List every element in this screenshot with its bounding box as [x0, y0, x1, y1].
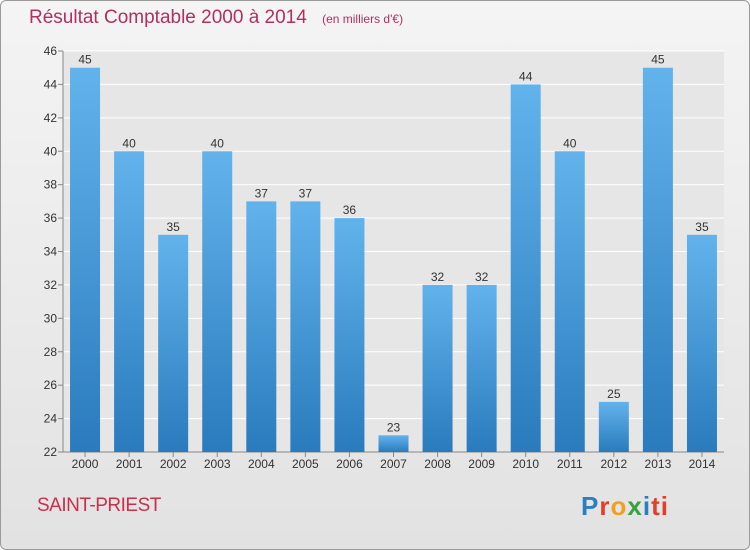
x-tick-label: 2007	[380, 457, 407, 471]
y-tick-label: 28	[44, 345, 58, 359]
data-label: 40	[122, 136, 136, 150]
data-label: 23	[387, 420, 401, 434]
y-tick-label: 42	[44, 111, 58, 125]
logo-letter: o	[610, 491, 628, 521]
x-tick-label: 2012	[600, 457, 627, 471]
x-tick-label: 2014	[689, 457, 716, 471]
place-name: SAINT-PRIEST	[37, 495, 161, 516]
bar	[114, 151, 145, 452]
y-tick-label: 46	[44, 44, 58, 58]
data-label: 45	[78, 53, 92, 67]
x-tick-label: 2004	[248, 457, 275, 471]
bar	[290, 201, 321, 452]
x-axis-ticks: 2000 2001 2002 2003 2004 2005 2006 2007 2008 2009…	[72, 452, 716, 471]
data-label: 44	[519, 69, 533, 83]
logo-letter: r	[599, 491, 611, 521]
y-tick-label: 22	[44, 445, 58, 459]
x-tick-label: 2011	[557, 457, 583, 471]
x-tick-label: 2003	[204, 457, 231, 471]
y-tick-label: 32	[44, 278, 58, 292]
bar	[466, 284, 497, 452]
bar	[246, 201, 277, 452]
data-label: 40	[211, 136, 225, 150]
x-tick-label: 2005	[292, 457, 319, 471]
chart-title-text: Résultat Comptable 2000 à 2014	[29, 7, 307, 28]
x-tick-label: 2001	[116, 457, 143, 471]
bar	[642, 67, 673, 452]
y-tick-label: 44	[44, 77, 58, 91]
bar	[598, 401, 629, 452]
proxiti-logo[interactable]: Proxiti	[581, 491, 669, 522]
bar	[334, 218, 365, 452]
data-label: 32	[431, 270, 445, 284]
data-label: 35	[166, 220, 180, 234]
data-label: 36	[343, 203, 357, 217]
bar	[202, 151, 233, 452]
bar	[70, 67, 101, 452]
x-tick-label: 2009	[468, 457, 495, 471]
data-label: 25	[607, 387, 621, 401]
data-label: 40	[563, 136, 577, 150]
bar	[422, 284, 453, 452]
data-label: 45	[651, 53, 665, 67]
x-tick-label: 2013	[645, 457, 672, 471]
bar	[378, 435, 409, 452]
x-tick-label: 2006	[336, 457, 363, 471]
data-labels: 45 40 35 40 37 37 36 23 32 32 44 40 25 45 35	[78, 53, 709, 435]
y-tick-label: 30	[44, 311, 58, 325]
x-tick-label: 2000	[72, 457, 99, 471]
y-tick-label: 24	[44, 412, 58, 426]
logo-letter: P	[581, 491, 600, 521]
bar	[510, 84, 541, 453]
y-tick-label: 38	[44, 178, 58, 192]
data-label: 37	[299, 186, 313, 200]
logo-letter: ti	[651, 491, 669, 521]
y-tick-label: 26	[44, 378, 58, 392]
y-tick-label: 40	[44, 144, 58, 158]
logo-letter: x	[627, 491, 643, 521]
bar	[686, 234, 717, 452]
data-label: 37	[255, 186, 269, 200]
x-tick-label: 2002	[160, 457, 187, 471]
y-tick-label: 36	[44, 211, 58, 225]
y-tick-label: 34	[44, 245, 58, 259]
data-label: 35	[695, 220, 709, 234]
logo-letter: i	[642, 491, 652, 521]
chart-unit-label: (en milliers d'€)	[322, 12, 404, 26]
bar	[158, 234, 189, 452]
x-tick-label: 2010	[512, 457, 539, 471]
y-axis-ticks: 22 24 26 28 30 32 34 36 38 40 42 44 46	[44, 44, 58, 459]
chart-title: Résultat Comptable 2000 à 2014 (en milli…	[29, 7, 403, 29]
bars	[70, 67, 717, 453]
bar	[554, 151, 585, 452]
data-label: 32	[475, 270, 489, 284]
x-tick-label: 2008	[424, 457, 451, 471]
